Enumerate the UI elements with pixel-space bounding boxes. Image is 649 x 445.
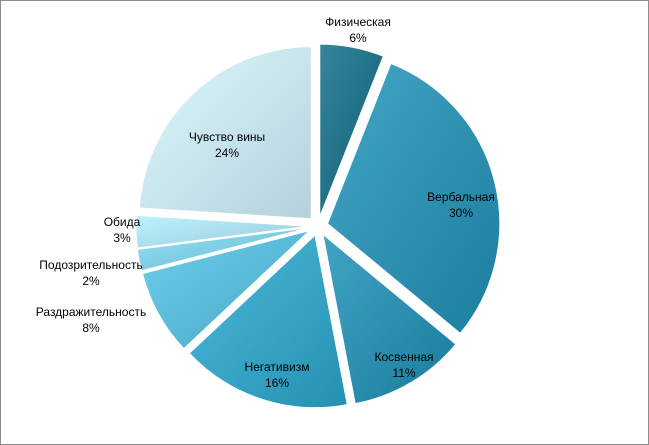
pie-slice xyxy=(135,215,309,249)
slice-label-name: Обида xyxy=(104,215,141,229)
pie-slice xyxy=(137,227,309,272)
slice-label-name: Чувство вины xyxy=(189,130,265,144)
pie-slices xyxy=(135,43,501,408)
slice-label-name: Негативизм xyxy=(245,360,310,374)
pie-labels: Физическая 6% Вербальная 30% Косвенная 11% Нег… xyxy=(36,15,495,390)
slice-label-percent: 24% xyxy=(215,146,239,160)
slice-label-percent: 16% xyxy=(265,376,289,390)
slice-label-percent: 30% xyxy=(449,206,473,220)
slice-label-percent: 11% xyxy=(392,366,415,380)
slice-label-name: Косвенная xyxy=(374,350,433,364)
pie-slice xyxy=(322,233,457,405)
pie-slice xyxy=(327,63,501,334)
slice-label-name: Вербальная xyxy=(427,190,495,204)
pie-slice xyxy=(188,234,348,408)
slice-label-percent: 6% xyxy=(349,31,367,45)
slice-label-name: Раздражительность xyxy=(36,305,146,319)
slice-label-percent: 3% xyxy=(113,231,131,245)
pie-slice xyxy=(139,46,312,220)
pie-slice xyxy=(319,43,384,217)
pie-slice xyxy=(142,230,310,350)
slice-label-name: Подозрительность xyxy=(39,258,142,272)
slice-label-name: Физическая xyxy=(325,15,391,29)
slice-label-percent: 2% xyxy=(82,274,100,288)
slice-label-percent: 8% xyxy=(82,321,100,335)
